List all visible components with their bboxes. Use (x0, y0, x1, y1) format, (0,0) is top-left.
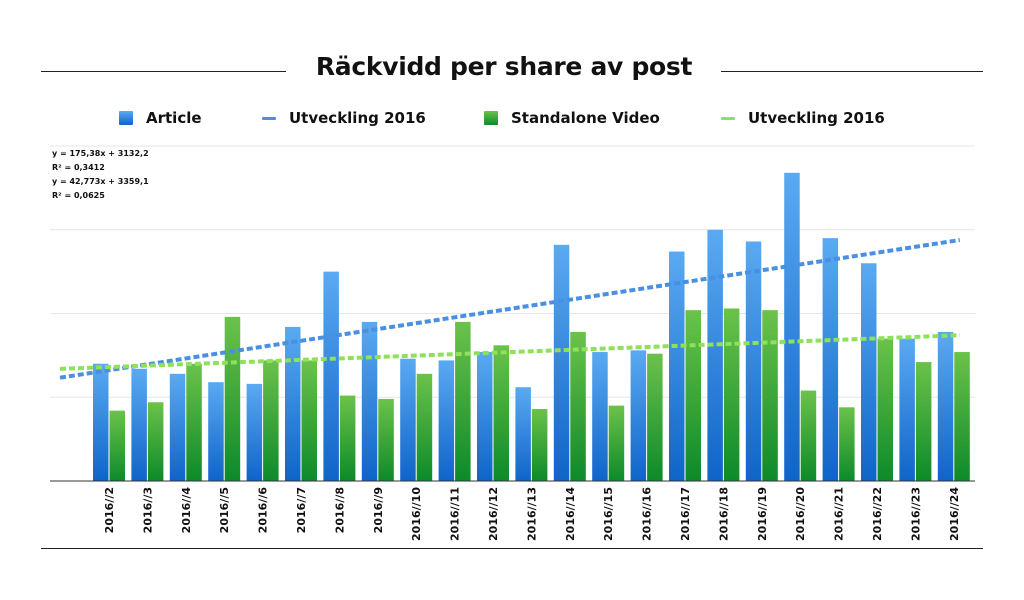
x-tick-label: 2016//16 (641, 487, 654, 541)
legend-item-video-trend[interactable]: Utveckling 2016 (721, 107, 885, 129)
bar-video (647, 353, 663, 481)
legend-swatch-article-trend (262, 116, 276, 120)
bar-video (570, 331, 586, 481)
bar-video (954, 352, 970, 481)
x-tick-label: 2016//7 (295, 487, 308, 533)
bar-article (323, 271, 339, 481)
bar-video (301, 360, 317, 481)
x-tick-label: 2016//14 (564, 487, 577, 541)
bar-video (839, 407, 855, 481)
bar-article (131, 368, 147, 481)
x-tick-label: 2016//22 (871, 487, 884, 541)
bar-article (899, 338, 915, 481)
bar-video (800, 390, 817, 481)
x-tick-label: 2016//15 (602, 487, 615, 541)
legend-swatch-video-trend (721, 116, 735, 120)
bottom-rule (41, 548, 983, 549)
x-tick-label: 2016//21 (833, 487, 846, 541)
gridlines (50, 145, 975, 398)
bar-article (669, 251, 685, 481)
bar-article (169, 373, 186, 481)
equation-video: y = 42,773x + 3359,1 (52, 177, 149, 186)
x-tick-label: 2016//17 (679, 487, 692, 541)
x-tick-label: 2016//8 (333, 487, 346, 533)
bar-video (224, 316, 241, 481)
bar-article (745, 241, 762, 481)
equation-article: y = 175,38x + 3132,2 (52, 149, 149, 158)
legend: Article Utveckling 2016 Standalone Video… (0, 107, 1024, 129)
bar-video (915, 362, 932, 481)
bar-article (861, 263, 877, 481)
x-tick-label: 2016//20 (794, 487, 807, 541)
bar-video (531, 408, 548, 481)
bar-article (784, 172, 800, 482)
x-tick-label: 2016//2 (103, 487, 116, 533)
bar-video (147, 402, 164, 481)
x-tick-label: 2016//19 (756, 487, 769, 541)
x-tick-label: 2016//4 (180, 487, 193, 534)
legend-item-article[interactable]: Article (119, 107, 202, 129)
legend-label-article: Article (146, 109, 202, 127)
legend-swatch-article (119, 111, 133, 125)
bar-article (361, 321, 378, 481)
bar-article (822, 238, 839, 481)
trendline-article (59, 238, 961, 380)
bar-video (762, 310, 778, 481)
bar-video (263, 360, 279, 481)
bar-article (93, 363, 109, 481)
bar-article (707, 229, 723, 481)
bar-video (416, 373, 433, 481)
bars (93, 172, 970, 482)
title-row: Räckvidd per share av post (0, 52, 1024, 92)
title-rule-left (41, 71, 286, 72)
r-squared-video: R² = 0,0625 (52, 191, 105, 200)
x-tick-label: 2016//9 (372, 487, 385, 533)
bar-article (592, 352, 608, 481)
title-rule-right (721, 71, 983, 72)
x-tick-label: 2016//18 (717, 487, 730, 541)
x-tick-label: 2016//5 (218, 487, 231, 533)
x-tick-label: 2016//3 (141, 487, 154, 533)
bar-article (438, 360, 455, 481)
bar-video (378, 398, 394, 481)
bar-article (937, 331, 954, 481)
x-tick-label: 2016//13 (525, 487, 538, 541)
x-tick-label: 2016//12 (487, 487, 500, 541)
bar-article (515, 387, 531, 481)
x-tick-label: 2016//23 (909, 487, 922, 541)
trendlines (59, 238, 961, 380)
bar-article (630, 350, 647, 481)
bar-article (285, 326, 301, 481)
bar-video (608, 405, 625, 481)
bar-article (553, 244, 570, 481)
bar-video (109, 410, 125, 481)
legend-swatch-video (484, 111, 498, 125)
bar-video (685, 310, 701, 481)
x-tick-label: 2016//24 (948, 487, 961, 541)
x-tick-label: 2016//10 (410, 487, 423, 541)
trendline-equations: y = 175,38x + 3132,2 R² = 0,3412 y = 42,… (52, 147, 149, 203)
chart-title: Räckvidd per share av post (315, 52, 693, 81)
bar-video (723, 308, 740, 481)
legend-label-video: Standalone Video (511, 109, 660, 127)
bar-video (186, 363, 202, 481)
x-tick-label: 2016//11 (449, 487, 462, 541)
x-tick-labels: 2016//2 2016//3 2016//4 2016//5 2016//6 2016/… (103, 487, 961, 541)
legend-label-video-trend: Utveckling 2016 (748, 109, 885, 127)
bar-video (455, 321, 471, 481)
bar-article (208, 382, 224, 481)
bar-article (477, 352, 493, 481)
bar-video (493, 345, 509, 481)
bar-article (400, 358, 416, 481)
trendline-video (59, 333, 960, 371)
x-tick-label: 2016//6 (257, 487, 270, 534)
legend-item-video[interactable]: Standalone Video (484, 107, 660, 129)
r-squared-article: R² = 0,3412 (52, 163, 105, 172)
bar-video (877, 338, 893, 481)
bar-video (339, 395, 356, 481)
legend-item-article-trend[interactable]: Utveckling 2016 (262, 107, 426, 129)
bar-article (246, 383, 263, 481)
legend-label-article-trend: Utveckling 2016 (289, 109, 426, 127)
